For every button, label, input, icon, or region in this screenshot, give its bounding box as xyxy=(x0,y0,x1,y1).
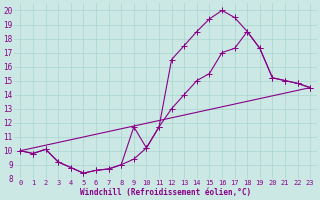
X-axis label: Windchill (Refroidissement éolien,°C): Windchill (Refroidissement éolien,°C) xyxy=(80,188,251,197)
